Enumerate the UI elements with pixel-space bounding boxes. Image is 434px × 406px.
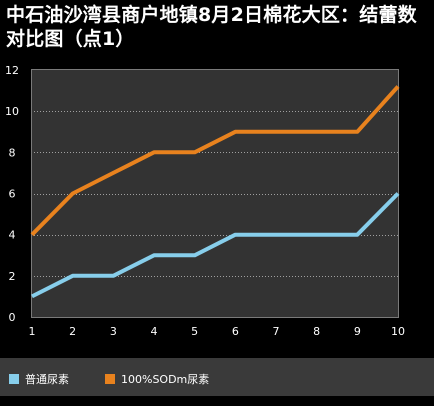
series-line-1[interactable]: [30, 85, 400, 237]
x-tick-label: 8: [313, 325, 320, 338]
chart-title: 中石油沙湾县商户地镇8月2日棉花大区：结蕾数对比图（点1）: [6, 4, 417, 50]
bottom-strip: [0, 396, 434, 406]
y-axis-ticks: 0 2 4 6 8 10 12: [5, 64, 19, 324]
y-tick-label: 2: [9, 270, 16, 283]
y-tick-label: 10: [5, 105, 19, 118]
legend-swatch-series-0: [9, 374, 19, 384]
x-tick-label: 4: [151, 325, 158, 338]
y-tick-label: 0: [9, 311, 16, 324]
legend: 普通尿素 100%SODm尿素: [0, 358, 434, 396]
x-tick-label: 1: [29, 325, 36, 338]
legend-item-series-0[interactable]: 普通尿素: [9, 371, 69, 387]
x-tick-label: 5: [191, 325, 198, 338]
plot-border: [31, 69, 399, 318]
legend-label-series-1: 100%SODm尿素: [121, 373, 210, 386]
series-lines: [30, 85, 400, 299]
legend-swatch-series-1: [105, 374, 115, 384]
y-tick-label: 8: [9, 146, 16, 159]
x-tick-label: 10: [391, 325, 405, 338]
x-tick-label: 9: [354, 325, 361, 338]
x-axis-ticks: 1 2 3 4 5 6 7 8 9 10: [29, 325, 406, 338]
legend-label-series-0: 普通尿素: [25, 373, 69, 386]
y-tick-label: 6: [9, 188, 16, 201]
y-tick-label: 4: [9, 229, 16, 242]
x-tick-label: 3: [110, 325, 117, 338]
x-tick-label: 2: [69, 325, 76, 338]
x-tick-label: 7: [273, 325, 280, 338]
series-line-0[interactable]: [31, 192, 400, 299]
legend-item-series-1[interactable]: 100%SODm尿素: [105, 371, 209, 387]
plot-background: [31, 69, 399, 318]
y-tick-label: 12: [5, 64, 19, 77]
x-tick-label: 6: [232, 325, 239, 338]
